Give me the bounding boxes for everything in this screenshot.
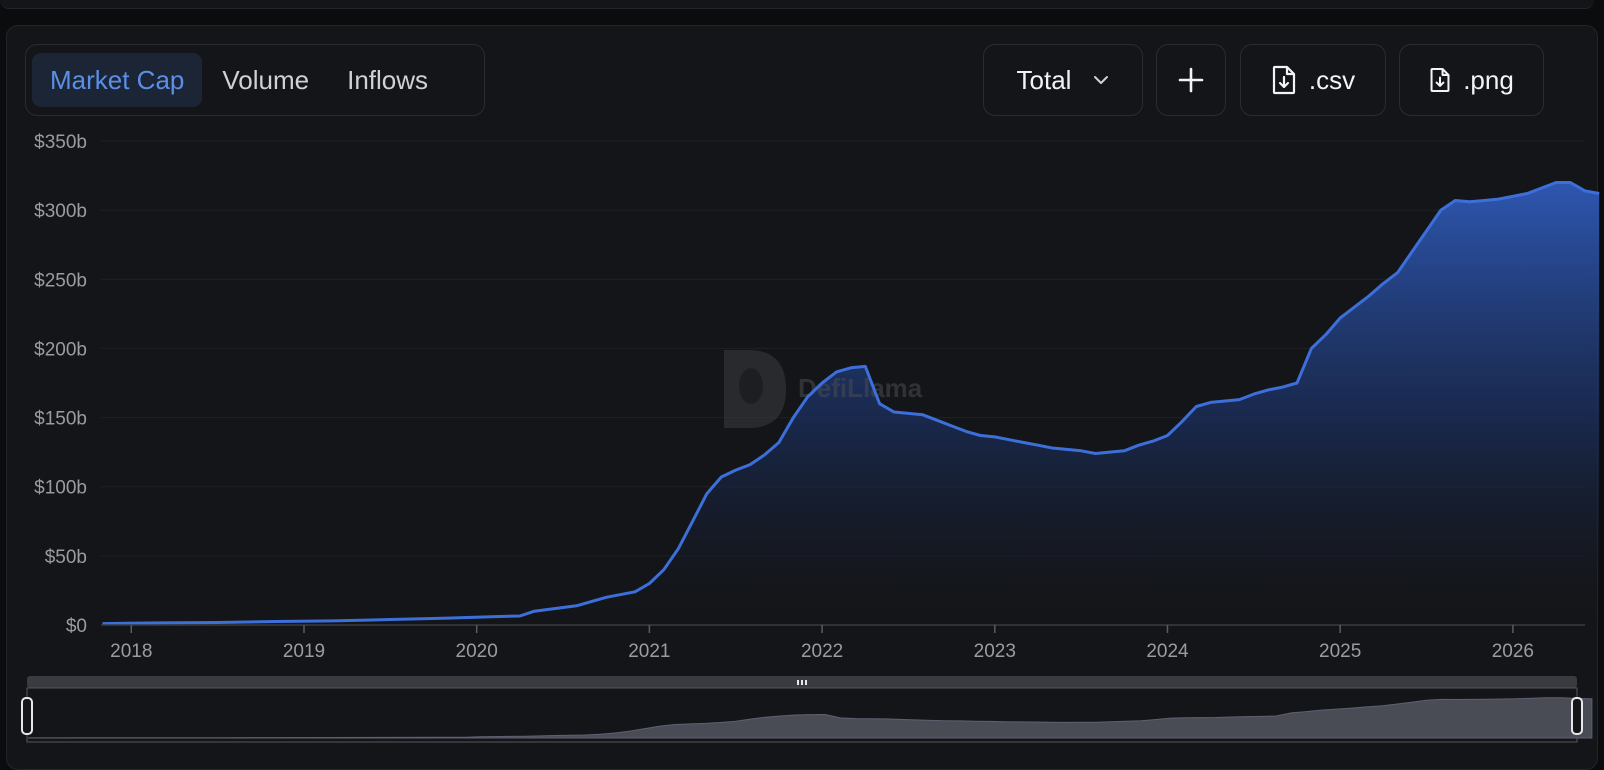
llama-head-shape [739,368,763,404]
group-select[interactable]: Total [983,44,1143,116]
x-tick-label: 2026 [1492,641,1534,662]
defillama-watermark: DefiLlama [724,350,923,428]
y-tick-label: $300b [34,201,87,222]
y-tick-label: $250b [34,270,87,291]
zoom-preview-area [28,697,1593,739]
x-tick-label: 2019 [283,641,325,662]
file-download-icon [1272,65,1295,95]
x-tick-label: 2018 [110,641,152,662]
zoom-grip-icon[interactable] [801,680,803,685]
tab-volume[interactable]: Volume [222,64,310,95]
zoom-grip-icon[interactable] [805,680,807,685]
y-tick-label: $0 [66,616,87,637]
png-label: .png [1463,64,1514,95]
chevron-down-icon [1094,76,1109,84]
x-tick-label: 2020 [456,641,498,662]
download-csv-button[interactable]: .csv [1240,44,1386,116]
x-tick-label: 2023 [974,641,1016,662]
x-tick-label: 2021 [628,641,670,662]
zoom-handle-left[interactable] [21,697,33,735]
tab-market-cap[interactable]: Market Cap [32,53,203,107]
tab-inflows[interactable]: Inflows [347,64,429,95]
market-cap-area [102,182,1600,625]
zoom-grip-icon[interactable] [797,680,799,685]
market-cap-line [102,181,1600,626]
y-tick-label: $100b [34,478,87,499]
y-tick-label: $50b [45,547,87,568]
x-tick-label: 2022 [801,641,843,662]
metric-tabs: Market Cap Volume Inflows [25,44,485,116]
download-png-button[interactable]: .png [1399,44,1544,116]
plus-icon [1178,67,1204,93]
y-tick-label: $150b [34,409,87,430]
x-tick-label: 2024 [1146,641,1189,662]
add-button[interactable] [1156,44,1226,116]
x-tick-label: 2025 [1319,641,1361,662]
zoom-handle-right[interactable] [1571,697,1583,735]
y-tick-label: $350b [34,132,87,153]
csv-label: .csv [1308,64,1356,95]
file-download-icon [1430,67,1450,93]
group-select-label: Total [1016,64,1072,95]
top-panel-edge [0,0,1594,9]
y-tick-label: $200b [34,339,87,360]
